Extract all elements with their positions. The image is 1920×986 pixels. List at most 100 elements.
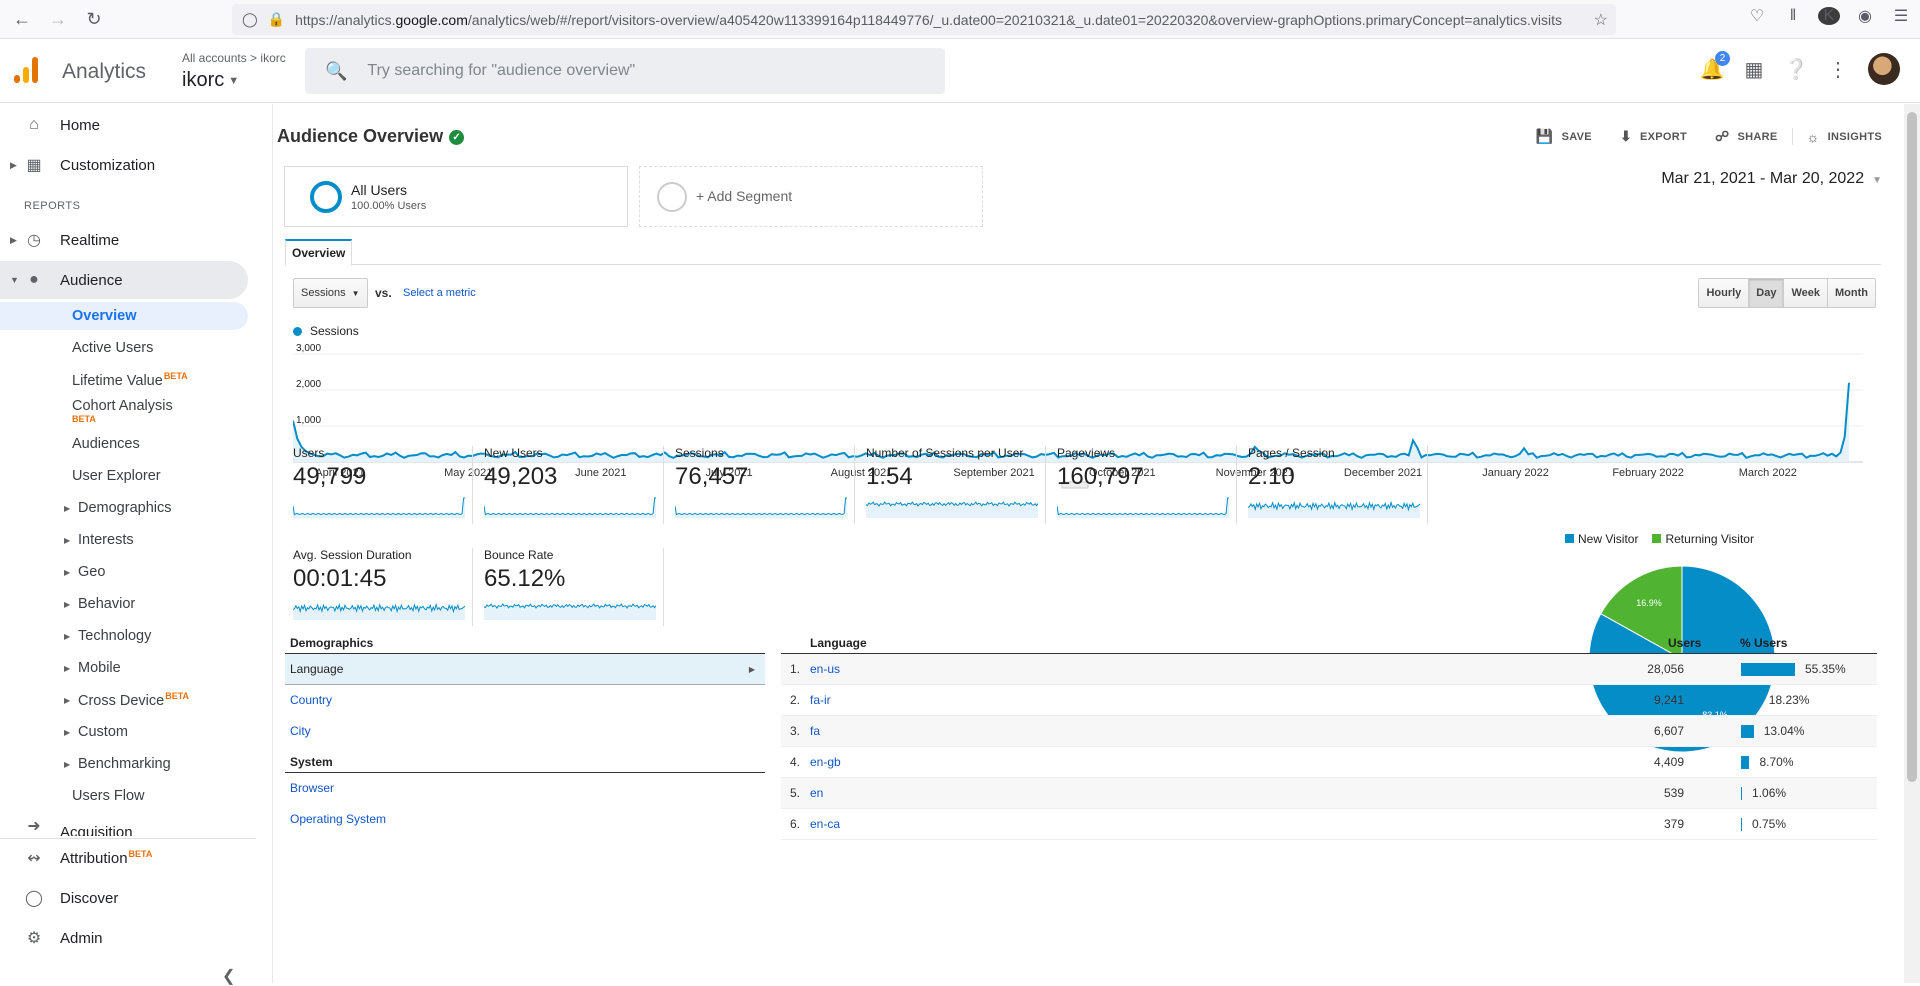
reload-icon[interactable]: ↻ bbox=[86, 8, 102, 29]
system-item-browser[interactable]: Browser bbox=[290, 781, 335, 795]
add-segment-button[interactable]: + Add Segment bbox=[639, 166, 983, 227]
collapse-sidebar-icon[interactable]: ❮ bbox=[222, 968, 236, 985]
sidebar-item-acquisition[interactable]: ➜ Acquisition bbox=[0, 816, 248, 836]
sidebar-item-audience[interactable]: ▼ ● Audience bbox=[0, 261, 248, 299]
table-row[interactable]: 3. fa 6,607 13.04% bbox=[781, 716, 1877, 747]
table-row[interactable]: 4. en-gb 4,409 8.70% bbox=[781, 747, 1877, 778]
language-link[interactable]: en-ca bbox=[810, 817, 841, 831]
language-link[interactable]: fa bbox=[810, 724, 821, 738]
scrollbar-thumb[interactable] bbox=[1907, 112, 1917, 782]
apps-grid-icon[interactable]: ▦ bbox=[1744, 58, 1764, 81]
sidebar-item-audiences[interactable]: Audiences bbox=[72, 436, 140, 452]
system-item-operating-system[interactable]: Operating System bbox=[290, 812, 387, 826]
scorecard-avg-session-duration[interactable]: Avg. Session Duration 00:01:45 bbox=[293, 548, 473, 626]
scorecard-sessions[interactable]: Sessions 76,457 bbox=[675, 446, 855, 524]
day-button[interactable]: Day bbox=[1748, 279, 1784, 307]
sidebar-item-cross-device[interactable]: ▶ Cross DeviceBETA bbox=[64, 691, 190, 709]
demographics-header: Demographics bbox=[285, 632, 765, 654]
sidebar-item-overview[interactable]: Overview bbox=[0, 302, 248, 330]
scorecard-pageviews[interactable]: Pageviews 160,797 bbox=[1057, 446, 1237, 524]
sidebar-item-demographics[interactable]: ▶ Demographics bbox=[64, 500, 172, 516]
bookmark-star-icon[interactable]: ☆ bbox=[1593, 12, 1608, 29]
property-selector[interactable]: ikorc ▼ bbox=[182, 69, 240, 91]
table-row[interactable]: 6. en-ca 379 0.75% bbox=[781, 809, 1877, 840]
insights-button[interactable]: ☼ INSIGHTS bbox=[1791, 128, 1897, 145]
sidebar-item-home[interactable]: ⌂ Home bbox=[0, 106, 248, 144]
sidebar-item-lifetime-value[interactable]: Lifetime ValueBETA bbox=[72, 371, 188, 389]
scorecard-pages-session[interactable]: Pages / Session 2.10 bbox=[1248, 446, 1428, 524]
page-scrollbar[interactable] bbox=[1904, 104, 1920, 983]
language-link[interactable]: en bbox=[810, 786, 824, 800]
pct-bar bbox=[1741, 663, 1795, 676]
table-row[interactable]: 1. en-us 28,056 55.35% bbox=[781, 654, 1877, 685]
scorecard-users[interactable]: Users 49,799 bbox=[293, 446, 473, 524]
sidebar-item-interests[interactable]: ▶ Interests bbox=[64, 532, 134, 548]
tab-overview[interactable]: Overview bbox=[285, 239, 353, 266]
sidebar-item-mobile[interactable]: ▶ Mobile bbox=[64, 660, 121, 676]
sidebar-item-admin[interactable]: ⚙ Admin bbox=[0, 919, 248, 957]
x-tick-label: August 2021 bbox=[831, 467, 893, 479]
share-button[interactable]: ☍ SHARE bbox=[1715, 128, 1778, 144]
address-bar[interactable]: ◯ 🔒 https://analytics.google.com/analyti… bbox=[232, 4, 1616, 35]
back-icon[interactable]: ← bbox=[13, 8, 31, 29]
sidebar-item-user-explorer[interactable]: User Explorer bbox=[72, 468, 161, 484]
search-box[interactable]: 🔍 bbox=[305, 48, 945, 94]
language-link[interactable]: en-us bbox=[810, 662, 841, 676]
notifications-bell-icon[interactable]: 🔔 2 bbox=[1700, 51, 1730, 81]
sidebar-item-active-users[interactable]: Active Users bbox=[72, 340, 154, 356]
caret-down-icon: ▼ bbox=[351, 289, 360, 298]
sidebar-item-users-flow[interactable]: Users Flow bbox=[72, 788, 145, 804]
pie-slice-returning-visitor[interactable] bbox=[1600, 565, 1683, 660]
scorecard-new-users[interactable]: New Users 49,203 bbox=[484, 446, 664, 524]
scorecard-bounce-rate[interactable]: Bounce Rate 65.12% bbox=[484, 548, 664, 626]
save-button[interactable]: 💾 SAVE bbox=[1535, 128, 1592, 144]
hourly-button[interactable]: Hourly bbox=[1699, 279, 1749, 307]
select-metric-link[interactable]: Select a metric bbox=[403, 287, 476, 299]
url-text[interactable]: https://analytics.google.com/analytics/w… bbox=[295, 11, 1563, 28]
menu-icon[interactable]: ☰ bbox=[1893, 8, 1909, 25]
sidebar-item-custom[interactable]: ▶ Custom bbox=[64, 724, 128, 740]
month-button[interactable]: Month bbox=[1827, 279, 1875, 307]
x-tick-label: October 2021 bbox=[1089, 467, 1156, 479]
more-vert-icon[interactable]: ⋮ bbox=[1828, 58, 1848, 81]
page-title: Audience Overview ✓ bbox=[277, 126, 465, 147]
metric-dropdown[interactable]: Sessions ▼ bbox=[293, 278, 368, 308]
segment-all-users[interactable]: All Users 100.00% Users bbox=[284, 166, 628, 227]
extensions-icon[interactable]: ◉ bbox=[1858, 8, 1872, 25]
caret-down-icon: ▼ bbox=[1872, 175, 1882, 186]
search-icon: 🔍 bbox=[325, 60, 348, 81]
pocket-icon[interactable]: ♡ bbox=[1749, 8, 1765, 25]
sidebar-item-benchmarking[interactable]: ▶ Benchmarking bbox=[64, 756, 171, 772]
sidebar-item-behavior[interactable]: ▶ Behavior bbox=[64, 596, 136, 612]
expand-arrow-icon: ▶ bbox=[64, 727, 71, 737]
sidebar-item-geo[interactable]: ▶ Geo bbox=[64, 564, 106, 580]
scorecard-value: 49,203 bbox=[484, 463, 558, 490]
lock-icon[interactable]: 🔒 bbox=[267, 11, 286, 27]
language-link[interactable]: fa-ir bbox=[810, 693, 831, 707]
sidebar-item-cohort-analysis[interactable]: Cohort Analysis BETA bbox=[72, 398, 173, 424]
language-link[interactable]: en-gb bbox=[810, 755, 841, 769]
table-row[interactable]: 2. fa-ir 9,241 18.23% bbox=[781, 685, 1877, 716]
demographics-item-country[interactable]: Country bbox=[290, 693, 333, 707]
demographics-item-language[interactable]: Language ▶ bbox=[285, 654, 765, 685]
forward-icon[interactable]: → bbox=[49, 8, 67, 29]
scorecard-number-of-sessions-per-user[interactable]: Number of Sessions per User 1.54 bbox=[866, 446, 1046, 524]
shield-icon[interactable]: ◯ bbox=[242, 11, 258, 27]
sidebar-item-attribution[interactable]: ↭ AttributionBETA bbox=[0, 839, 248, 877]
week-button[interactable]: Week bbox=[1783, 279, 1828, 307]
account-icon[interactable]: K bbox=[1818, 7, 1840, 25]
sessions-chart: 1,000 2,000 3,000 April 2021 May 2021 June 20… bbox=[292, 340, 1873, 493]
demographics-item-city[interactable]: City bbox=[290, 724, 311, 738]
sidebar-item-technology[interactable]: ▶ Technology bbox=[64, 628, 152, 644]
user-avatar[interactable] bbox=[1868, 53, 1900, 85]
sidebar-item-customization[interactable]: ▶ ▦ Customization bbox=[10, 156, 156, 175]
date-range-picker[interactable]: Mar 21, 2021 - Mar 20, 2022 ▼ bbox=[1661, 170, 1882, 187]
sidebar-item-realtime[interactable]: ▶ ◷ Realtime bbox=[10, 231, 120, 250]
help-icon[interactable]: ❔ bbox=[1783, 58, 1809, 81]
export-button[interactable]: ⬇ EXPORT bbox=[1619, 128, 1687, 144]
account-breadcrumb[interactable]: All accounts > ikorc bbox=[182, 51, 286, 65]
table-row[interactable]: 5. en 539 1.06% bbox=[781, 778, 1877, 809]
search-input[interactable] bbox=[367, 62, 928, 80]
library-icon[interactable]: ‖ bbox=[1789, 7, 1797, 24]
sidebar-item-discover[interactable]: ◯ Discover bbox=[25, 889, 119, 908]
